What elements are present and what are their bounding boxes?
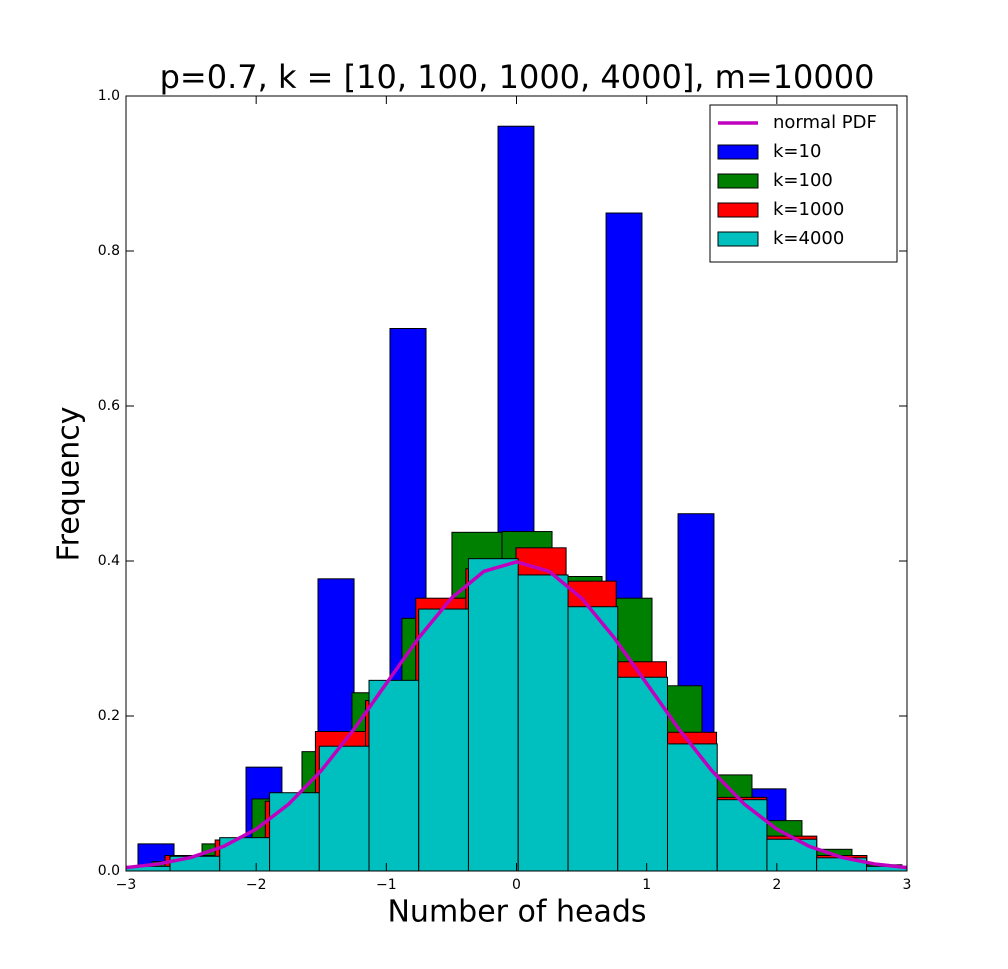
histogram-bar xyxy=(368,679,420,871)
x-tick-label: −2 xyxy=(246,877,267,893)
y-tick-label: 0.0 xyxy=(98,863,120,879)
x-tick-label: 1 xyxy=(642,877,651,893)
plot-area xyxy=(126,125,907,871)
histogram-bar xyxy=(517,574,569,871)
legend-swatch xyxy=(717,202,759,218)
histogram-bar xyxy=(716,799,768,871)
legend-label: k=1000 xyxy=(773,199,844,220)
y-tick-label: 0.4 xyxy=(98,553,120,569)
histogram-bar xyxy=(766,838,818,871)
y-axis-label: Frequency xyxy=(52,407,87,562)
x-tick-label: −1 xyxy=(376,877,397,893)
x-tick-label: −3 xyxy=(116,877,137,893)
x-tick-label: 3 xyxy=(903,877,912,893)
legend-label: normal PDF xyxy=(773,112,877,133)
legend-label: k=10 xyxy=(773,141,821,162)
histogram-bar xyxy=(666,743,718,871)
legend-label: k=4000 xyxy=(773,228,844,249)
legend-swatch xyxy=(717,144,759,160)
histogram-bar xyxy=(617,676,668,871)
legend-swatch xyxy=(717,173,759,189)
chart-title: p=0.7, k = [10, 100, 1000, 4000], m=1000… xyxy=(160,58,875,96)
legend-swatch xyxy=(717,231,759,247)
x-tick-label: 0 xyxy=(512,877,521,893)
y-tick-label: 1.0 xyxy=(98,88,120,104)
histogram-bar xyxy=(467,558,519,871)
pdf-line xyxy=(126,560,907,870)
legend: normal PDF k=10 k=100 k=1000 k=4000 xyxy=(709,104,898,263)
histogram-bar xyxy=(567,606,619,871)
histogram-bar xyxy=(418,608,469,871)
y-tick-label: 0.2 xyxy=(98,708,120,724)
axes: −3 −2 −1 0 1 2 3 0.0 0.2 0.4 0.6 0.8 1.0 normal PDF k=… xyxy=(98,88,912,893)
histogram-bar xyxy=(269,792,320,871)
y-tick-label: 0.8 xyxy=(98,243,120,259)
x-tick-label: 2 xyxy=(772,877,781,893)
x-axis-label: Number of heads xyxy=(387,895,646,930)
legend-label: k=100 xyxy=(773,170,833,191)
y-tick-label: 0.6 xyxy=(98,398,120,414)
